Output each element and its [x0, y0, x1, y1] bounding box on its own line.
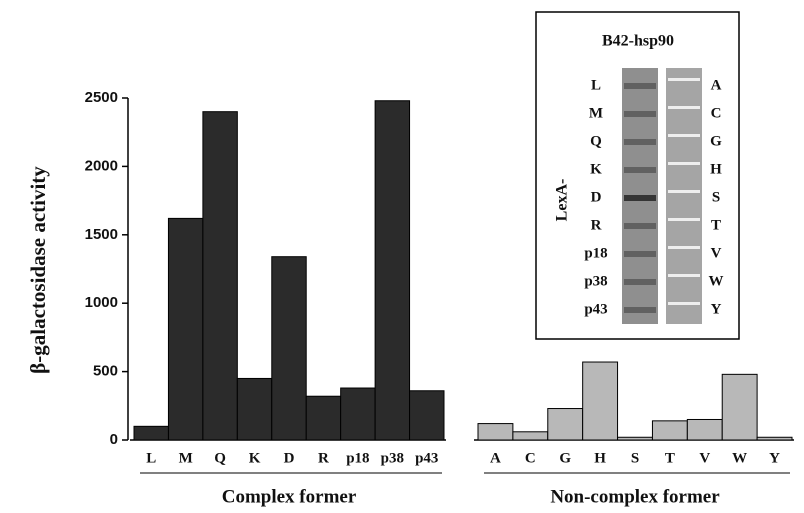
bar [340, 387, 376, 441]
bar [547, 408, 584, 441]
gel-band [624, 83, 656, 89]
bar [409, 390, 445, 441]
x-tick-label: D [284, 450, 295, 466]
x-tick-label: Q [214, 450, 226, 466]
bar [582, 361, 619, 441]
y-tick-label: 0 [110, 431, 118, 448]
bar [305, 395, 342, 441]
bar [512, 431, 549, 441]
inset-right-label: T [711, 217, 721, 233]
inset-right-label: Y [711, 301, 722, 317]
x-tick-label: C [525, 450, 536, 466]
inset-left-label: K [590, 161, 602, 177]
bar [202, 111, 238, 441]
gel-band [624, 111, 656, 117]
x-tick-label: S [631, 450, 639, 466]
x-tick-label: p18 [346, 450, 369, 466]
gel-band [668, 162, 700, 165]
bar [236, 377, 273, 441]
gel-band [624, 307, 656, 313]
inset-left-label: p18 [584, 245, 607, 261]
bar [167, 217, 204, 441]
bar [374, 100, 411, 441]
x-tick-label: Y [769, 450, 780, 466]
gel-band [668, 78, 700, 81]
inset-left-label: L [591, 77, 601, 93]
inset-right-label: W [709, 273, 724, 289]
inset-side-label: LexA- [554, 179, 571, 222]
bar [133, 425, 169, 441]
y-tick-label: 500 [93, 363, 118, 380]
x-tick-label: L [146, 450, 156, 466]
bar [651, 420, 688, 441]
bar [477, 423, 514, 441]
gel-lane [666, 68, 702, 324]
inset-left-label: p38 [584, 273, 607, 289]
inset-left-label: Q [590, 133, 602, 149]
bar [756, 436, 793, 441]
x-tick-label: T [665, 450, 675, 466]
inset-right-label: G [710, 133, 722, 149]
gel-band [624, 167, 656, 173]
gel-band [668, 302, 700, 305]
inset-left-label: D [591, 189, 602, 205]
bar [617, 436, 653, 441]
x-tick-label: W [732, 450, 747, 466]
x-tick-label: G [559, 450, 571, 466]
x-tick-label: A [490, 450, 501, 466]
gel-band [624, 251, 656, 257]
x-tick-label: p38 [381, 450, 404, 466]
y-tick-label: 1000 [85, 294, 118, 311]
gel-band [668, 134, 700, 137]
y-tick-label: 1500 [85, 226, 118, 243]
bar [271, 256, 307, 441]
y-tick-label: 2000 [85, 157, 118, 174]
group-label: Non-complex former [550, 486, 720, 507]
gel-band [668, 190, 700, 193]
bar [686, 418, 723, 441]
inset-left-label: p43 [584, 301, 607, 317]
y-axis-label: β-galactosidase activity [26, 166, 50, 374]
gel-band [624, 195, 656, 201]
gel-band [624, 223, 656, 229]
gel-band [668, 218, 700, 221]
gel-band [668, 246, 700, 249]
group-label: Complex former [222, 486, 357, 507]
inset-right-label: H [710, 161, 722, 177]
x-tick-label: M [179, 450, 193, 466]
inset-left-label: M [589, 105, 603, 121]
gel-band [624, 139, 656, 145]
x-tick-label: K [249, 450, 261, 466]
x-tick-label: R [318, 450, 329, 466]
inset: B42-hsp90 LexA- [535, 11, 740, 340]
gel-band [668, 274, 700, 277]
inset-right-label: C [711, 105, 722, 121]
inset-right-label: S [712, 189, 720, 205]
y-tick-label: 2500 [85, 89, 118, 106]
x-tick-label: H [594, 450, 606, 466]
gel-band [668, 106, 700, 109]
inset-right-label: A [711, 77, 722, 93]
inset-right-label: V [711, 245, 722, 261]
gel-band [624, 279, 656, 285]
inset-title: B42-hsp90 [602, 33, 674, 50]
x-tick-label: p43 [415, 450, 438, 466]
inset-left-label: R [591, 217, 602, 233]
bar [721, 373, 758, 441]
x-tick-label: V [699, 450, 710, 466]
